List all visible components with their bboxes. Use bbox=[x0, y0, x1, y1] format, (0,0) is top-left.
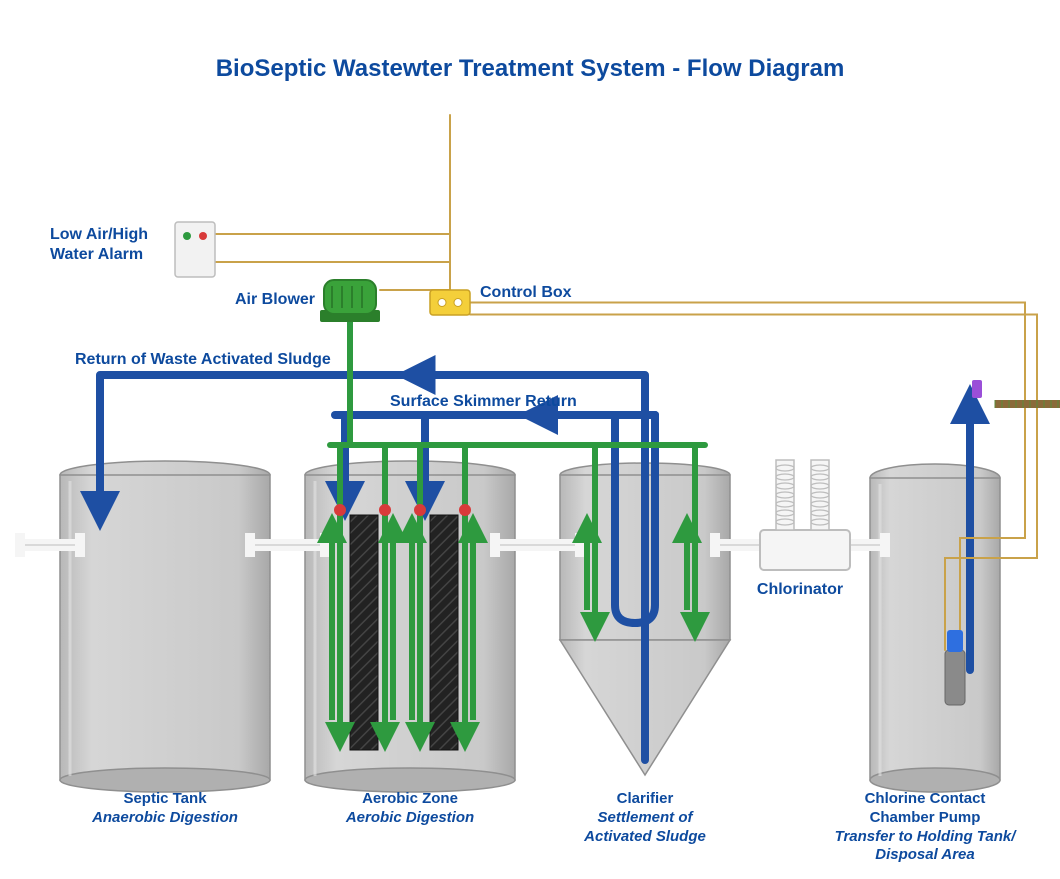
septic-tank-caption: Septic Tank Anaerobic Digestion bbox=[60, 790, 270, 828]
aerobic-zone-caption: Aerobic Zone Aerobic Digestion bbox=[305, 790, 515, 828]
ccc-sub: Transfer to Holding Tank/Disposal Area bbox=[800, 828, 1050, 866]
ccc-caption: Chlorine ContactChamber Pump Transfer to… bbox=[800, 790, 1050, 865]
control-box-label: Control Box bbox=[480, 283, 590, 303]
surface-skimmer-label: Surface Skimmer Return bbox=[390, 392, 610, 412]
chlorinator-label: Chlorinator bbox=[740, 580, 860, 600]
alarm-label: Low Air/HighWater Alarm bbox=[50, 225, 170, 265]
septic-tank-main: Septic Tank bbox=[123, 790, 206, 807]
ccc-main: Chlorine ContactChamber Pump bbox=[865, 790, 986, 826]
aerobic-zone-main: Aerobic Zone bbox=[362, 790, 458, 807]
return-sludge-label: Return of Waste Activated Sludge bbox=[75, 350, 375, 370]
air-blower-label: Air Blower bbox=[235, 290, 315, 310]
flow-diagram-svg bbox=[0, 0, 1060, 879]
aerobic-zone-sub: Aerobic Digestion bbox=[305, 809, 515, 828]
clarifier-sub: Settlement ofActivated Sludge bbox=[560, 809, 730, 847]
septic-tank-sub: Anaerobic Digestion bbox=[60, 809, 270, 828]
clarifier-main: Clarifier bbox=[617, 790, 674, 807]
clarifier-caption: Clarifier Settlement ofActivated Sludge bbox=[560, 790, 730, 846]
